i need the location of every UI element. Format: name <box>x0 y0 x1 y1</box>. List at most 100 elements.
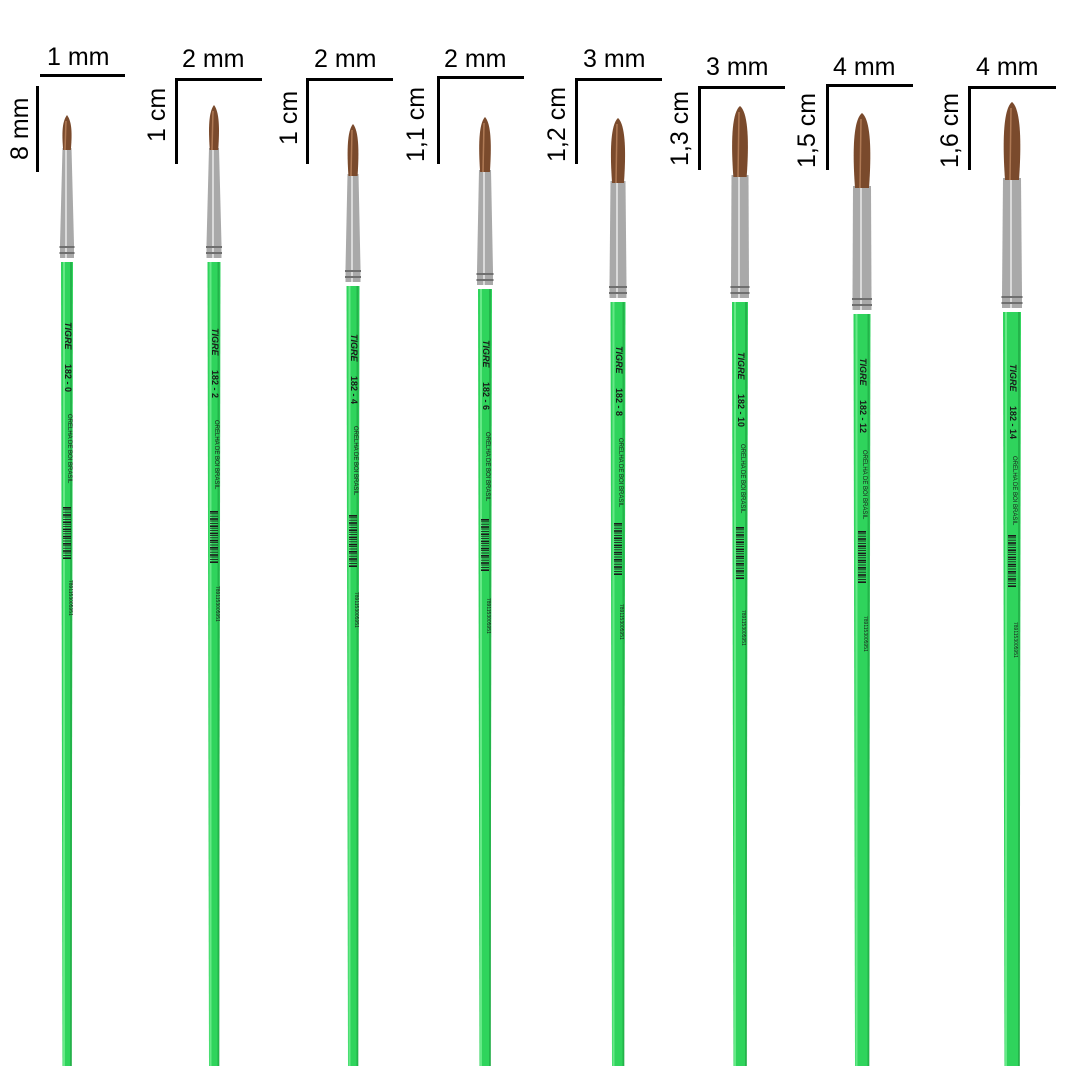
barcode-bar <box>736 553 744 555</box>
handle-highlight <box>1005 312 1007 1066</box>
barcode-bar <box>736 563 744 565</box>
barcode-bar <box>614 556 622 558</box>
barcode-bar <box>614 530 622 532</box>
barcode-bar <box>210 532 218 535</box>
model-code: 182 - 8 <box>614 388 624 417</box>
barcode-bar <box>858 571 866 573</box>
barcode-bar <box>736 575 744 576</box>
barcode-bar <box>858 562 866 563</box>
length-label: 1,5 cm <box>793 92 821 168</box>
barcode-bar <box>63 550 71 552</box>
barcode-bar <box>210 515 218 517</box>
barcode-bar <box>210 539 218 542</box>
barcode-bar <box>858 543 866 544</box>
barcode-bar <box>1008 544 1016 546</box>
handle-highlight <box>612 302 615 1066</box>
barcode-bar <box>481 564 489 566</box>
barcode-bar <box>614 571 622 572</box>
barcode-bar <box>63 557 71 559</box>
barcode-bar <box>63 531 71 532</box>
barcode-bar <box>349 524 357 526</box>
barcode-bar <box>1008 573 1016 575</box>
barcode-bar <box>614 573 622 575</box>
barcode-bar <box>63 519 71 520</box>
barcode-bar <box>1008 554 1016 555</box>
barcode-bar <box>614 561 622 563</box>
barcode-bar <box>481 557 489 559</box>
width-dimension-line <box>698 86 785 89</box>
model-code: 182 - 10 <box>736 394 746 428</box>
barcode-bar <box>858 547 866 549</box>
barcode-bar <box>481 521 489 523</box>
length-dimension-line <box>306 78 309 164</box>
barcode-bar <box>858 579 866 580</box>
bristle-highlight <box>615 123 618 184</box>
barcode-bar <box>614 525 622 527</box>
barcode-bar <box>481 528 489 530</box>
ean-number: 7891153005951 <box>214 586 220 622</box>
barcode-bar <box>210 556 218 558</box>
barcode-bar <box>858 538 866 540</box>
metal-ferrule <box>852 186 872 310</box>
barcode-bar <box>858 581 866 583</box>
barcode-bar <box>858 531 866 533</box>
brand-name: TIGRE <box>736 352 746 380</box>
barcode-bar <box>614 532 622 534</box>
length-label: 1,3 cm <box>666 90 694 166</box>
barcode-bar <box>63 533 71 535</box>
barcode-bar <box>349 531 357 533</box>
ferrule-crimp-ring <box>59 252 75 254</box>
barcode-bar <box>736 541 744 543</box>
barcode-bar <box>1008 542 1016 544</box>
barcode-bar <box>349 546 357 547</box>
handle-shade <box>622 302 625 1066</box>
brand-name: TIGRE <box>63 322 73 350</box>
brand-name: TIGRE <box>858 358 868 386</box>
barcode-bar <box>349 539 357 540</box>
barcode-bar <box>349 555 357 557</box>
barcode-bar <box>481 526 489 528</box>
ferrule-crimp-ring <box>609 292 627 294</box>
barcode-bar <box>858 559 866 562</box>
width-label: 1 mm <box>47 43 110 71</box>
ferrule-highlight <box>212 148 214 258</box>
metal-ferrule <box>609 181 627 298</box>
barcode-bar <box>614 523 622 525</box>
bristle-tuft <box>1003 102 1021 180</box>
barcode-bar <box>1008 561 1016 563</box>
barcode-bar <box>614 544 622 547</box>
barcode-bar <box>349 527 357 528</box>
barcode-bar <box>1008 556 1016 559</box>
ferrule-crimp-ring <box>852 298 872 300</box>
bristle-tuft <box>479 117 491 172</box>
barcode-bar <box>210 525 218 527</box>
barcode-bar <box>481 523 489 525</box>
ean-number: 7891153005951 <box>618 604 624 640</box>
barcode-bar <box>858 552 866 555</box>
barcode-bar <box>63 511 71 513</box>
barcode-bar <box>210 527 218 529</box>
barcode-bar <box>349 560 357 562</box>
barcode-bar <box>349 517 357 519</box>
ferrule-crimp-ring <box>345 270 361 272</box>
barcode-bar <box>736 531 744 533</box>
barcode-bar <box>210 530 218 531</box>
barcode-bar <box>349 519 357 521</box>
barcode-bar <box>210 523 218 524</box>
length-label: 1,1 cm <box>402 86 430 162</box>
ferrule-highlight <box>1010 178 1012 308</box>
barcode-bar <box>614 551 622 554</box>
metal-ferrule <box>345 174 361 282</box>
metal-ferrule <box>731 175 749 298</box>
barcode-bar <box>858 567 866 569</box>
barcode-bar <box>481 533 489 535</box>
barcode-bar <box>614 537 622 539</box>
barcode-bar <box>858 540 866 542</box>
barcode-bar <box>1008 551 1016 553</box>
barcode-bar <box>1008 583 1016 584</box>
metal-ferrule <box>477 170 493 285</box>
